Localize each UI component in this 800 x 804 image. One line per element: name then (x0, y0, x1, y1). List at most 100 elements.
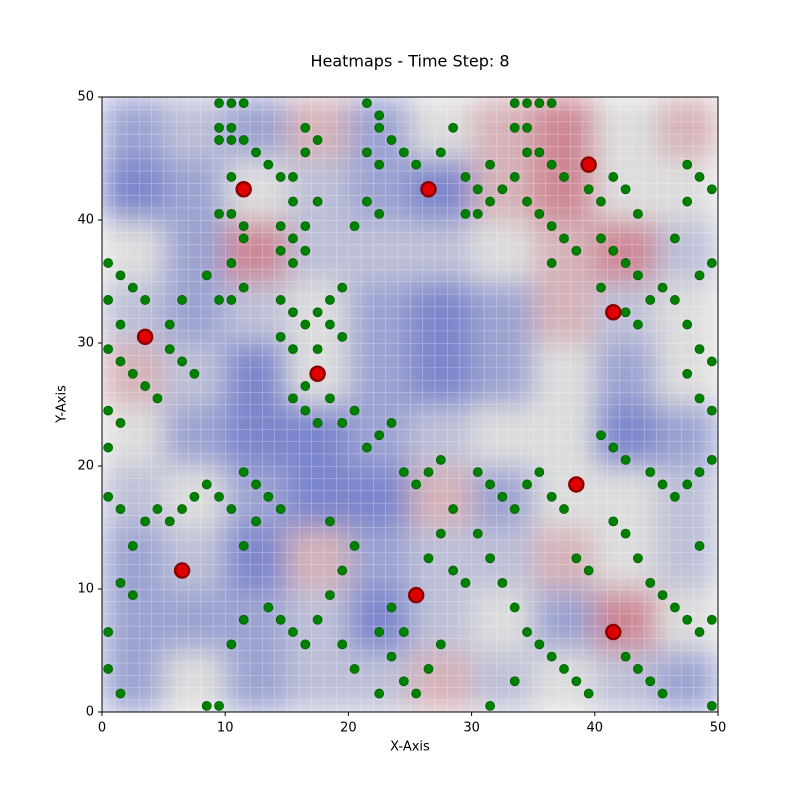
green-point (460, 577, 471, 588)
green-point (312, 196, 323, 207)
green-point (226, 172, 237, 182)
green-point (238, 98, 249, 109)
green-point (374, 627, 385, 637)
green-point (349, 541, 360, 551)
green-point (509, 676, 520, 687)
green-point (694, 270, 705, 281)
green-point (534, 98, 545, 109)
y-axis-label: Y-Axis (55, 385, 70, 424)
green-point (140, 381, 151, 391)
green-point (657, 479, 668, 490)
green-point (214, 491, 224, 502)
green-point (472, 184, 483, 195)
green-point (485, 479, 495, 490)
green-point (559, 504, 569, 514)
green-point (398, 147, 409, 158)
green-point (115, 356, 126, 367)
green-point (103, 442, 114, 453)
green-point (312, 135, 323, 145)
green-point (361, 196, 372, 207)
green-point (460, 172, 471, 182)
green-point (127, 282, 138, 293)
green-point (103, 344, 114, 355)
cell-grid (102, 97, 718, 712)
green-point (337, 282, 348, 293)
green-point (448, 122, 459, 133)
x-tick-label: 50 (710, 721, 727, 736)
green-point (115, 504, 126, 514)
green-point (103, 664, 114, 674)
green-point (596, 233, 606, 244)
green-point (435, 454, 446, 465)
green-point (571, 553, 582, 564)
green-point (497, 184, 508, 195)
green-point (522, 122, 532, 133)
green-point (238, 614, 249, 625)
green-point (300, 639, 311, 650)
green-point (300, 381, 311, 391)
green-point (694, 541, 705, 551)
green-point (238, 221, 249, 232)
green-point (374, 122, 385, 133)
green-point (386, 651, 397, 662)
green-point (115, 270, 126, 281)
green-point (288, 196, 298, 207)
green-point (226, 295, 237, 305)
green-point (706, 184, 717, 195)
green-point (374, 110, 385, 121)
green-point (682, 614, 693, 625)
green-point (103, 295, 114, 305)
green-point (448, 565, 459, 576)
green-point (263, 491, 274, 502)
green-point (263, 159, 274, 170)
green-point (300, 405, 311, 416)
green-point (226, 639, 237, 650)
green-point (386, 602, 397, 613)
green-point (164, 319, 175, 330)
green-point (275, 504, 286, 514)
green-point (706, 356, 717, 367)
green-point (546, 221, 557, 232)
green-point (522, 147, 532, 158)
green-point (115, 577, 126, 588)
green-point (226, 208, 237, 219)
green-point (325, 319, 335, 330)
green-point (657, 590, 668, 601)
green-point (645, 295, 656, 305)
x-tick-label: 20 (340, 721, 357, 736)
green-point (694, 344, 705, 355)
green-point (485, 159, 495, 170)
green-point (251, 147, 261, 158)
green-point (583, 565, 594, 576)
green-point (214, 122, 224, 133)
green-point (559, 172, 569, 182)
green-point (694, 467, 705, 478)
green-point (509, 98, 520, 109)
green-point (448, 504, 459, 514)
green-point (411, 479, 422, 490)
green-point (152, 504, 163, 514)
green-point (127, 590, 138, 601)
green-point (657, 282, 668, 293)
green-point (152, 393, 163, 404)
green-point (275, 331, 286, 342)
green-point (115, 319, 126, 330)
x-tick-label: 30 (463, 721, 480, 736)
green-point (546, 258, 557, 268)
green-point (325, 295, 335, 305)
green-point (460, 208, 471, 219)
green-point (312, 418, 323, 428)
green-point (559, 664, 569, 674)
green-point (633, 664, 643, 674)
green-point (349, 221, 360, 232)
green-point (214, 295, 224, 305)
green-point (633, 270, 643, 281)
plot-frame (101, 96, 719, 713)
green-point (411, 688, 422, 699)
green-point (645, 467, 656, 478)
green-point (620, 184, 631, 195)
green-point (546, 98, 557, 109)
green-point (189, 491, 200, 502)
green-point (214, 208, 224, 219)
green-point (706, 700, 717, 711)
